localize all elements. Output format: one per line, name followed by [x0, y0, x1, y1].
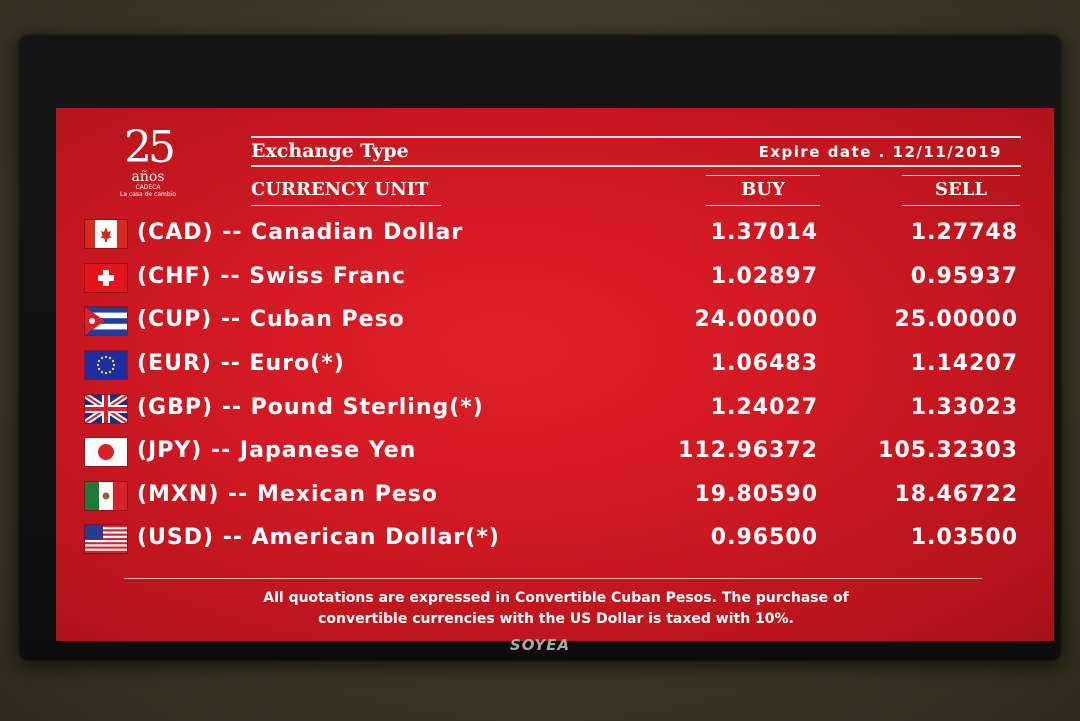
tv-brand-logo: SOYEA — [509, 636, 571, 654]
logo-small-text: CADECA — [135, 184, 161, 191]
exchange-type-heading: Exchange Type — [251, 140, 409, 162]
rate-row-usd: (USD) -- American Dollar(*) 0.96500 1.03… — [56, 521, 1054, 561]
switzerland-flag-icon — [85, 264, 127, 292]
currency-label: (CHF) -- Swiss Franc — [137, 264, 406, 289]
rate-row-jpy: (JPY) -- Japanese Yen 112.96372 105.3230… — [56, 434, 1054, 474]
buy-rate: 1.37014 — [710, 220, 818, 245]
buy-rate: 19.80590 — [694, 482, 818, 507]
usa-flag-icon — [85, 525, 127, 553]
footer-line-1: All quotations are expressed in Converti… — [263, 590, 849, 606]
sell-rate: 18.46722 — [894, 482, 1018, 507]
currency-label: (GBP) -- Pound Sterling(*) — [137, 395, 484, 420]
sell-overline — [902, 175, 1020, 176]
rate-row-cup: (CUP) -- Cuban Peso 24.00000 25.00000 — [56, 303, 1054, 343]
sell-rate: 1.27748 — [910, 220, 1018, 245]
uk-flag-icon — [85, 395, 127, 423]
rate-row-mxn: (MXN) -- Mexican Peso 19.80590 18.46722 — [56, 478, 1054, 518]
buy-rate: 0.96500 — [710, 525, 818, 550]
buy-column-heading: BUY — [741, 179, 785, 200]
buy-rate: 1.24027 — [710, 395, 818, 420]
buy-underline — [706, 205, 820, 206]
header-top-rule — [251, 136, 1021, 138]
rate-row-cad: (CAD) -- Canadian Dollar 1.37014 1.27748 — [56, 216, 1054, 256]
logo-tagline: La casa de cambio — [120, 191, 176, 198]
tv-bezel: 25 años CADECA La casa de cambio Exchang… — [18, 34, 1062, 662]
sell-rate: 1.33023 — [910, 395, 1018, 420]
buy-rate: 1.02897 — [710, 264, 818, 289]
sell-rate: 1.14207 — [910, 351, 1018, 376]
rate-row-chf: (CHF) -- Swiss Franc 1.02897 0.95937 — [56, 260, 1054, 300]
currency-label: (EUR) -- Euro(*) — [137, 351, 345, 376]
cadeca-25-anos-logo: 25 años CADECA La casa de cambio — [118, 126, 178, 212]
footer-rule — [124, 578, 982, 579]
eu-flag-icon — [85, 351, 127, 379]
buy-rate: 112.96372 — [678, 438, 818, 463]
header-middle-rule — [251, 165, 1021, 167]
unit-underline — [251, 205, 441, 206]
currency-label: (CUP) -- Cuban Peso — [137, 307, 405, 332]
buy-rate: 1.06483 — [710, 351, 818, 376]
expire-date: Expire date . 12/11/2019 — [758, 143, 1002, 161]
rate-row-gbp: (GBP) -- Pound Sterling(*) 1.24027 1.330… — [56, 391, 1054, 431]
currency-label: (JPY) -- Japanese Yen — [137, 438, 417, 463]
sell-rate: 1.03500 — [910, 525, 1018, 550]
sell-rate: 25.00000 — [894, 307, 1018, 332]
canada-flag-icon — [85, 220, 127, 248]
buy-overline — [706, 175, 820, 176]
logo-number: 25 — [124, 122, 176, 173]
sell-underline — [902, 205, 1020, 206]
exchange-rate-screen: 25 años CADECA La casa de cambio Exchang… — [56, 108, 1054, 641]
currency-label: (CAD) -- Canadian Dollar — [137, 220, 464, 245]
footer-line-2: convertible currencies with the US Dolla… — [318, 611, 794, 627]
japan-flag-icon — [85, 438, 127, 466]
currency-label: (USD) -- American Dollar(*) — [137, 525, 500, 550]
logo-word: años — [131, 169, 165, 185]
sell-column-heading: SELL — [934, 179, 988, 200]
footer-note: All quotations are expressed in Converti… — [176, 588, 936, 630]
cuba-flag-icon — [85, 307, 127, 335]
currency-unit-heading: CURRENCY UNIT — [251, 179, 429, 200]
sell-rate: 105.32303 — [878, 438, 1018, 463]
sell-rate: 0.95937 — [910, 264, 1018, 289]
rate-row-eur: (EUR) -- Euro(*) 1.06483 1.14207 — [56, 347, 1054, 387]
mexico-flag-icon — [85, 482, 127, 510]
currency-label: (MXN) -- Mexican Peso — [137, 482, 438, 507]
buy-rate: 24.00000 — [694, 307, 818, 332]
